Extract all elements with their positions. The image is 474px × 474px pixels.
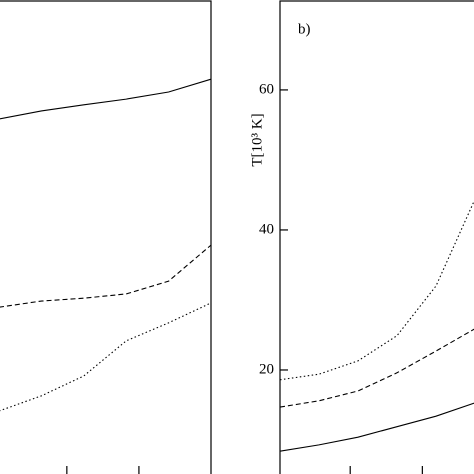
y-tick-label: 20	[259, 361, 274, 377]
plot-frame	[279, 0, 474, 474]
line-series	[279, 328, 474, 408]
plot-frame	[0, 0, 212, 474]
line-series	[0, 244, 212, 308]
line-series	[0, 302, 212, 412]
line-series	[279, 402, 474, 452]
y-axis-label: T[10³ K]	[249, 113, 265, 166]
panel-label: b)	[298, 21, 311, 37]
y-tick-label: 60	[259, 81, 274, 97]
line-series	[279, 200, 474, 381]
line-series	[0, 78, 212, 120]
y-tick-label: 40	[259, 221, 274, 237]
